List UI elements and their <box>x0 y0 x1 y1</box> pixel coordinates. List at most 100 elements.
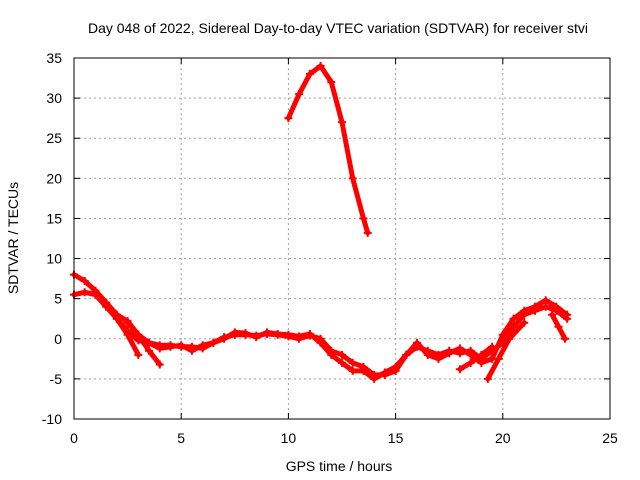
x-tick-label: 0 <box>70 430 78 446</box>
data-point <box>145 346 154 355</box>
data-point <box>363 228 372 237</box>
data-point <box>284 114 293 123</box>
data-point <box>477 358 486 367</box>
y-tick-label: 5 <box>54 291 62 307</box>
data-point <box>338 358 346 367</box>
data-point <box>466 358 475 367</box>
chart-title: Day 048 of 2022, Sidereal Day-to-day VTE… <box>88 20 588 36</box>
data-point <box>316 338 325 347</box>
grid <box>74 58 610 419</box>
data-point <box>370 374 379 383</box>
data-point <box>262 328 271 337</box>
data-point <box>548 310 557 319</box>
series-branch-right-3 <box>548 310 569 343</box>
data-point <box>338 118 346 127</box>
data-point <box>563 310 572 319</box>
data-point <box>241 329 250 338</box>
tick-labels: 0 5 10 15 20 25 -10 -5 0 5 10 15 20 25 30 35 <box>42 50 618 446</box>
x-tick-label: 15 <box>388 430 404 446</box>
y-tick-label: 20 <box>46 170 62 186</box>
data-point <box>123 330 132 339</box>
data-point <box>498 330 507 339</box>
x-tick-label: 10 <box>281 430 297 446</box>
data-point <box>198 341 207 350</box>
data-point <box>295 90 304 99</box>
data-point <box>348 174 357 183</box>
y-tick-label: -10 <box>42 411 62 427</box>
series-branch-left-1 <box>102 298 143 359</box>
data-point <box>187 346 196 355</box>
x-tick-label: 5 <box>177 430 185 446</box>
series-line <box>485 320 527 382</box>
data-point <box>455 344 464 353</box>
data-point <box>155 344 164 353</box>
data-point <box>134 330 143 339</box>
x-tick-label: 25 <box>602 430 618 446</box>
data-point <box>552 302 561 311</box>
data-point <box>295 332 304 341</box>
data-point <box>413 338 422 347</box>
data-point <box>483 374 492 383</box>
data-point <box>423 350 432 359</box>
data-point <box>560 334 569 343</box>
data-layer <box>70 62 572 383</box>
series-branch-right-1 <box>455 342 497 374</box>
y-tick-label: 35 <box>46 50 62 66</box>
y-axis-label: SDTVAR / TECUs <box>5 182 21 294</box>
data-point <box>284 330 293 339</box>
data-point <box>509 314 518 323</box>
ticks <box>73 57 611 420</box>
series-branch-right-2 <box>483 318 529 383</box>
data-point <box>391 362 400 371</box>
data-point <box>477 350 486 359</box>
x-tick-label: 20 <box>495 430 511 446</box>
data-point <box>327 350 336 359</box>
data-point <box>494 354 503 363</box>
y-tick-label: -5 <box>50 371 63 387</box>
data-point <box>102 298 111 307</box>
data-point <box>445 349 454 358</box>
series-line <box>457 344 495 372</box>
data-point <box>112 314 121 323</box>
data-point <box>305 70 314 79</box>
data-point <box>402 350 411 359</box>
data-point <box>505 334 514 343</box>
data-point <box>220 334 229 343</box>
y-tick-label: 10 <box>46 251 62 267</box>
y-tick-label: 30 <box>46 90 62 106</box>
plot-frame <box>73 57 611 420</box>
data-point <box>230 328 239 337</box>
series-arc <box>284 62 372 237</box>
data-point <box>554 322 563 331</box>
data-point <box>80 288 89 297</box>
data-point <box>91 286 100 295</box>
data-point <box>359 214 368 223</box>
data-point <box>327 78 336 87</box>
data-point <box>466 350 475 359</box>
data-point <box>252 333 261 342</box>
data-point <box>273 329 282 338</box>
data-point <box>80 277 89 286</box>
data-point <box>348 366 357 375</box>
series-branch-left-2 <box>123 318 164 369</box>
data-point <box>338 350 346 359</box>
data-point <box>488 342 497 351</box>
data-point <box>380 368 389 377</box>
data-point <box>305 329 314 338</box>
data-point <box>155 360 164 369</box>
data-point <box>359 366 368 375</box>
data-point <box>530 302 539 311</box>
x-axis-label: GPS time / hours <box>286 458 393 474</box>
data-point <box>166 342 175 351</box>
y-tick-label: 25 <box>46 130 62 146</box>
data-point <box>434 354 443 363</box>
data-point <box>520 306 529 315</box>
data-point <box>541 296 550 305</box>
data-point <box>316 62 325 71</box>
series-line <box>103 300 141 358</box>
series-line <box>125 320 163 367</box>
data-point <box>177 341 186 350</box>
data-point <box>455 365 464 374</box>
data-point <box>123 318 132 327</box>
